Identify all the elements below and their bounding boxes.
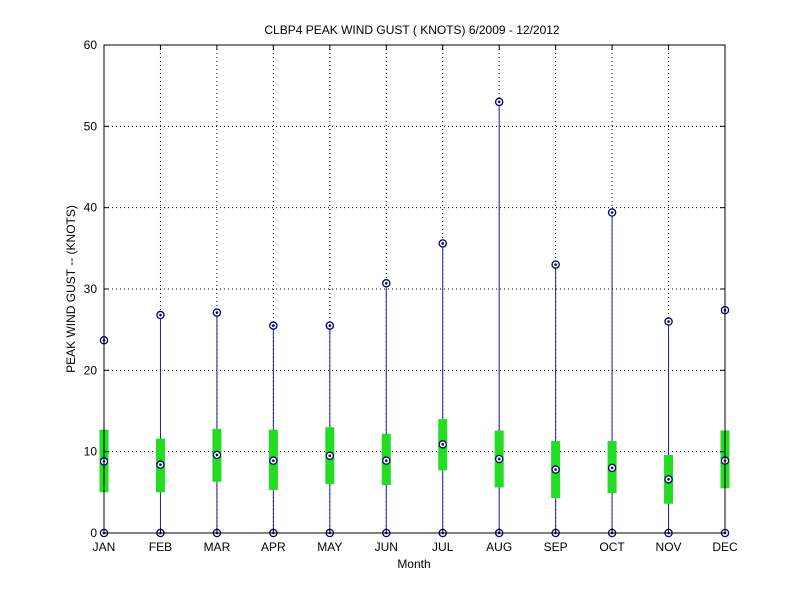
max-marker-dot [159,313,162,317]
x-axis-label: Month [397,557,430,571]
median-marker [551,465,560,474]
x-tick-label: SEP [544,540,568,554]
max-marker-dot [610,211,614,214]
x-tick-label: NOV [656,540,682,554]
x-tick-label: JUL [432,540,454,554]
x-tick-label: DEC [712,540,738,554]
y-tick-label: 40 [84,201,98,215]
max-marker [269,321,278,330]
x-tick-label: JUN [375,540,398,554]
y-tick-label: 10 [84,445,98,459]
max-marker-dot [667,320,670,323]
box-feb [155,310,165,538]
tick-layer: JAN FEB MAR APR MAY JUN JUL AUG SEP OCT NOV DEC 0 10 2… [84,38,738,554]
box-oct [607,208,617,538]
max-marker-dot [215,311,219,314]
max-marker [325,321,335,330]
max-marker [607,208,617,217]
median-marker-dot [159,463,162,466]
y-tick-label: 60 [84,38,98,52]
box-jul [438,239,448,538]
median-marker-dot [384,459,388,462]
max-marker-dot [554,263,557,266]
x-tick-label: MAY [317,540,342,554]
x-tick-label: OCT [599,540,625,554]
max-marker [212,308,222,317]
max-marker [438,239,447,248]
y-tick-label: 20 [84,363,98,377]
median-marker-dot [610,466,614,470]
median-marker-dot [215,453,219,457]
median-marker [325,451,335,460]
max-marker [494,97,504,107]
max-marker-dot [272,324,275,327]
median-marker-dot [497,457,501,461]
chart-title: CLBP4 PEAK WIND GUST ( KNOTS) 6/2009 - 1… [264,23,560,37]
box-jun [381,279,391,538]
median-marker [212,450,222,460]
x-tick-label: MAR [204,540,231,554]
max-marker-dot [441,242,445,245]
x-tick-label: APR [261,540,286,554]
y-tick-label: 0 [90,526,97,540]
median-marker [156,460,165,469]
max-marker [382,279,391,288]
max-marker-dot [384,282,388,285]
max-marker-dot [497,100,501,104]
y-tick-label: 50 [84,119,98,133]
median-marker [664,475,673,484]
max-marker-dot [328,324,332,327]
median-marker [382,456,391,465]
median-marker [438,440,447,449]
x-tick-label: AUG [486,540,512,554]
x-tick-label: JAN [93,540,116,554]
median-marker [269,456,278,465]
max-marker [664,317,673,326]
y-axis-label: PEAK WIND GUST -- (KNOTS) [64,205,78,373]
median-marker [607,463,617,473]
median-marker [494,454,504,464]
median-marker-dot [328,454,332,458]
median-marker-dot [554,468,557,471]
y-tick-label: 30 [84,282,98,296]
x-tick-label: FEB [149,540,172,554]
box-may [325,321,335,538]
median-marker-dot [272,459,275,462]
max-marker [551,260,560,269]
median-marker-dot [667,478,670,481]
max-marker [156,310,165,320]
median-marker-dot [441,443,445,446]
